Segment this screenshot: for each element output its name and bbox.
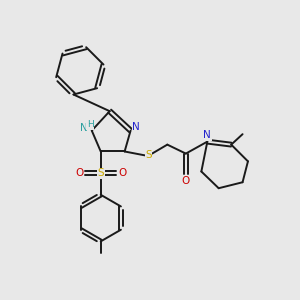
Text: O: O <box>118 168 126 178</box>
Text: O: O <box>75 168 83 178</box>
Text: N: N <box>203 130 211 140</box>
Text: N: N <box>80 123 87 133</box>
Text: O: O <box>182 176 190 186</box>
Text: H: H <box>87 120 94 129</box>
Text: S: S <box>98 168 104 178</box>
Text: N: N <box>132 122 140 132</box>
Text: S: S <box>145 150 152 161</box>
